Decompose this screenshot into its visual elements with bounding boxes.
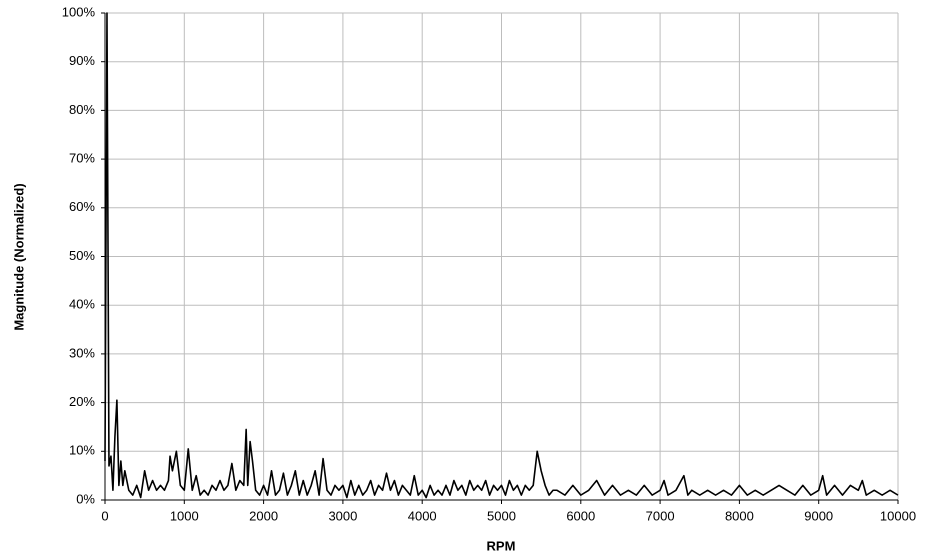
y-tick-label: 60% bbox=[69, 199, 95, 214]
x-tick-label: 4000 bbox=[408, 508, 437, 523]
x-tick-label: 1000 bbox=[170, 508, 199, 523]
y-tick-label: 30% bbox=[69, 345, 95, 360]
y-tick-label: 100% bbox=[62, 4, 96, 19]
x-tick-label: 3000 bbox=[328, 508, 357, 523]
y-tick-label: 70% bbox=[69, 151, 95, 166]
x-axis-title: RPM bbox=[487, 538, 516, 553]
y-tick-label: 0% bbox=[76, 491, 95, 506]
x-tick-label: 2000 bbox=[249, 508, 278, 523]
x-tick-label: 9000 bbox=[804, 508, 833, 523]
x-tick-label: 7000 bbox=[646, 508, 675, 523]
y-tick-label: 40% bbox=[69, 297, 95, 312]
x-tick-label: 8000 bbox=[725, 508, 754, 523]
y-axis-title: Magnitude (Normalized) bbox=[11, 183, 26, 330]
y-tick-label: 80% bbox=[69, 102, 95, 117]
x-tick-label: 10000 bbox=[880, 508, 916, 523]
y-tick-label: 20% bbox=[69, 394, 95, 409]
data-line bbox=[104, 12, 899, 499]
y-tick-label: 10% bbox=[69, 443, 95, 458]
x-tick-label: 6000 bbox=[566, 508, 595, 523]
x-tick-label: 5000 bbox=[487, 508, 516, 523]
y-tick-label: 50% bbox=[69, 248, 95, 263]
y-tick-label: 90% bbox=[69, 53, 95, 68]
x-tick-label: 0 bbox=[101, 508, 108, 523]
